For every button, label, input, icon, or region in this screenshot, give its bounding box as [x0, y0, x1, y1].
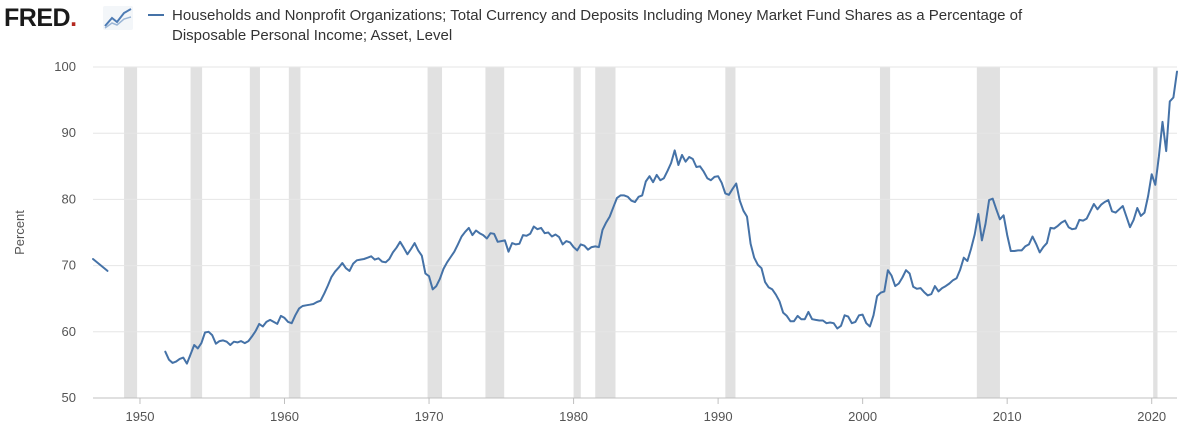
- recession-band-1: [190, 67, 203, 398]
- y-tick-label-80: 80: [62, 191, 76, 206]
- recession-band-2: [249, 67, 260, 398]
- recession-band-3: [288, 67, 301, 398]
- recession-band-11: [1153, 67, 1158, 398]
- chart-header: FRED. Households and Nonprofit Organizat…: [0, 0, 1197, 60]
- recession-band-9: [879, 67, 891, 398]
- legend-series-swatch: [148, 14, 164, 16]
- recession-band-8: [725, 67, 736, 398]
- axes: 50 60 70 80 90 100 1950 1960 1970 1980 1990 2000 201…: [12, 59, 1177, 424]
- series-0-line-segment-1[interactable]: [164, 70, 1178, 365]
- fred-logo[interactable]: FRED.: [4, 4, 77, 33]
- series-lines: [92, 70, 1178, 365]
- fred-logo-dot: .: [70, 4, 77, 32]
- x-tick-label-1950: 1950: [126, 409, 155, 424]
- recession-band-7: [595, 67, 616, 398]
- y-tick-label-70: 70: [62, 258, 76, 273]
- chart-title: Households and Nonprofit Organizations; …: [172, 7, 1023, 44]
- fred-logo-graph-icon: [103, 6, 133, 30]
- y-tick-label-100: 100: [54, 59, 76, 74]
- recession-band-6: [573, 67, 581, 398]
- y-tick-label-60: 60: [62, 324, 76, 339]
- recession-band-0: [124, 67, 138, 398]
- y-tick-label-50: 50: [62, 390, 76, 405]
- y-axis-title: Percent: [12, 210, 27, 255]
- y-tick-label-90: 90: [62, 125, 76, 140]
- recession-bands: [124, 67, 1158, 398]
- x-tick-label-2000: 2000: [848, 409, 877, 424]
- x-tick-label-2020: 2020: [1137, 409, 1166, 424]
- recession-band-10: [976, 67, 1000, 398]
- x-tick-label-2010: 2010: [993, 409, 1022, 424]
- recession-band-4: [427, 67, 443, 398]
- fred-logo-text: FRED: [4, 4, 71, 32]
- x-tick-label-1990: 1990: [704, 409, 733, 424]
- x-tick-label-1980: 1980: [559, 409, 588, 424]
- x-tick-label-1960: 1960: [270, 409, 299, 424]
- recession-band-5: [485, 67, 505, 398]
- x-tick-label-1970: 1970: [415, 409, 444, 424]
- series-0-line-segment-0[interactable]: [92, 258, 109, 272]
